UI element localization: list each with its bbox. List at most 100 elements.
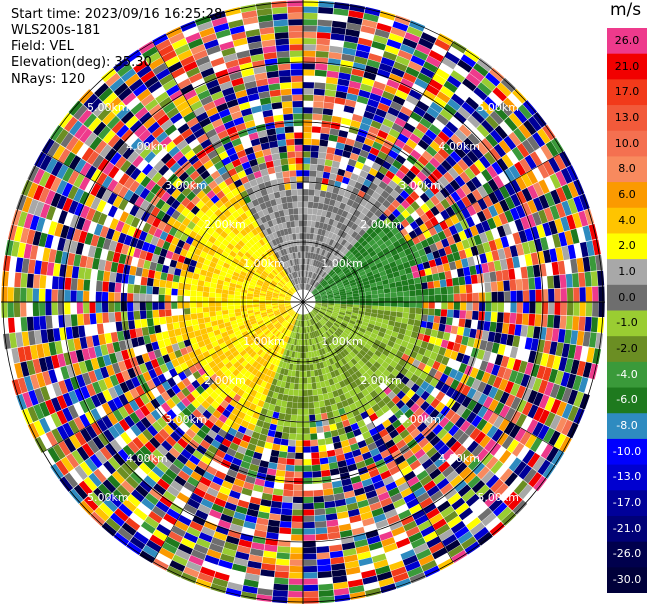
velocity-gate <box>123 176 135 189</box>
velocity-gate <box>200 424 211 435</box>
velocity-gate <box>426 507 440 520</box>
velocity-gate <box>514 427 527 442</box>
velocity-gate <box>566 302 574 316</box>
velocity-gate <box>303 239 307 246</box>
velocity-gate <box>262 367 269 375</box>
velocity-gate <box>308 313 312 319</box>
velocity-gate <box>469 498 484 512</box>
velocity-gate <box>295 440 303 447</box>
velocity-gate <box>490 129 503 144</box>
velocity-gate <box>506 439 520 454</box>
velocity-gate <box>404 408 414 419</box>
velocity-gate <box>260 380 268 388</box>
velocity-gate <box>471 310 479 321</box>
velocity-gate <box>391 175 402 185</box>
velocity-gate <box>303 364 307 371</box>
velocity-gate <box>305 345 309 352</box>
velocity-gate <box>445 539 461 553</box>
velocity-gate <box>128 78 144 92</box>
velocity-gate <box>218 382 228 391</box>
velocity-gate <box>38 232 48 248</box>
velocity-gate <box>338 216 346 224</box>
velocity-gate <box>289 559 303 566</box>
velocity-gate <box>333 294 340 298</box>
velocity-gate <box>115 321 123 332</box>
velocity-gate <box>359 425 369 434</box>
velocity-gate <box>256 248 264 256</box>
velocity-gate <box>326 185 334 193</box>
velocity-gate <box>50 412 62 428</box>
velocity-gate <box>373 258 382 265</box>
velocity-gate <box>213 268 221 275</box>
velocity-gate <box>198 274 206 282</box>
velocity-gate <box>384 84 398 95</box>
velocity-gate <box>147 350 157 361</box>
velocity-gate <box>358 288 365 294</box>
velocity-gate <box>291 318 296 325</box>
velocity-gate <box>373 272 381 279</box>
velocity-gate <box>236 388 245 397</box>
velocity-gate <box>573 302 580 316</box>
velocity-gate <box>330 254 337 262</box>
velocity-gate <box>211 340 219 348</box>
velocity-gate <box>306 226 311 234</box>
velocity-gate <box>115 372 125 384</box>
velocity-gate <box>501 154 514 168</box>
velocity-gate <box>369 390 379 399</box>
velocity-gate <box>169 502 184 515</box>
velocity-gate <box>269 342 276 350</box>
velocity-gate <box>345 566 361 576</box>
velocity-gate <box>479 101 494 115</box>
velocity-gate <box>158 309 166 318</box>
velocity-gate <box>402 37 418 49</box>
velocity-gate <box>532 264 541 278</box>
velocity-gate <box>360 184 369 193</box>
velocity-gate <box>447 515 462 529</box>
velocity-gate <box>318 311 325 316</box>
velocity-gate <box>365 308 372 313</box>
velocity-gate <box>40 386 51 402</box>
velocity-gate <box>213 252 222 260</box>
velocity-gate <box>107 399 118 412</box>
velocity-gate <box>267 311 274 316</box>
velocity-gate <box>486 165 498 179</box>
velocity-gate <box>371 432 382 442</box>
velocity-gate <box>209 481 222 492</box>
velocity-gate <box>426 342 435 352</box>
velocity-gate <box>392 95 406 106</box>
velocity-gate <box>423 177 434 189</box>
velocity-gate <box>441 143 454 155</box>
velocity-gate <box>153 278 161 287</box>
velocity-gate <box>343 405 352 414</box>
velocity-gate <box>199 345 208 354</box>
velocity-gate <box>193 543 209 555</box>
velocity-gate <box>290 547 303 554</box>
velocity-gate <box>392 434 403 445</box>
velocity-gate <box>166 485 180 497</box>
velocity-gate <box>123 403 135 415</box>
velocity-gate <box>390 189 400 199</box>
velocity-gate <box>107 205 118 218</box>
velocity-gate <box>394 117 407 128</box>
velocity-gate <box>197 180 208 190</box>
velocity-gate <box>314 82 326 90</box>
velocity-gate <box>88 370 98 384</box>
velocity-gate <box>127 293 134 302</box>
velocity-gate <box>128 274 136 285</box>
velocity-gate <box>283 420 291 427</box>
velocity-gate <box>362 575 378 585</box>
velocity-gate <box>440 339 449 349</box>
velocity-gate <box>336 374 343 383</box>
velocity-gate <box>129 204 140 217</box>
velocity-gate <box>240 236 249 245</box>
velocity-gate <box>469 328 477 339</box>
velocity-gate <box>153 366 163 377</box>
velocity-gate <box>312 259 317 267</box>
velocity-gate <box>242 316 250 322</box>
velocity-gate <box>293 484 303 491</box>
velocity-gate <box>171 358 180 368</box>
velocity-gate <box>363 13 379 23</box>
velocity-gate <box>377 289 385 294</box>
velocity-gate <box>328 344 334 351</box>
velocity-gate <box>585 286 593 302</box>
